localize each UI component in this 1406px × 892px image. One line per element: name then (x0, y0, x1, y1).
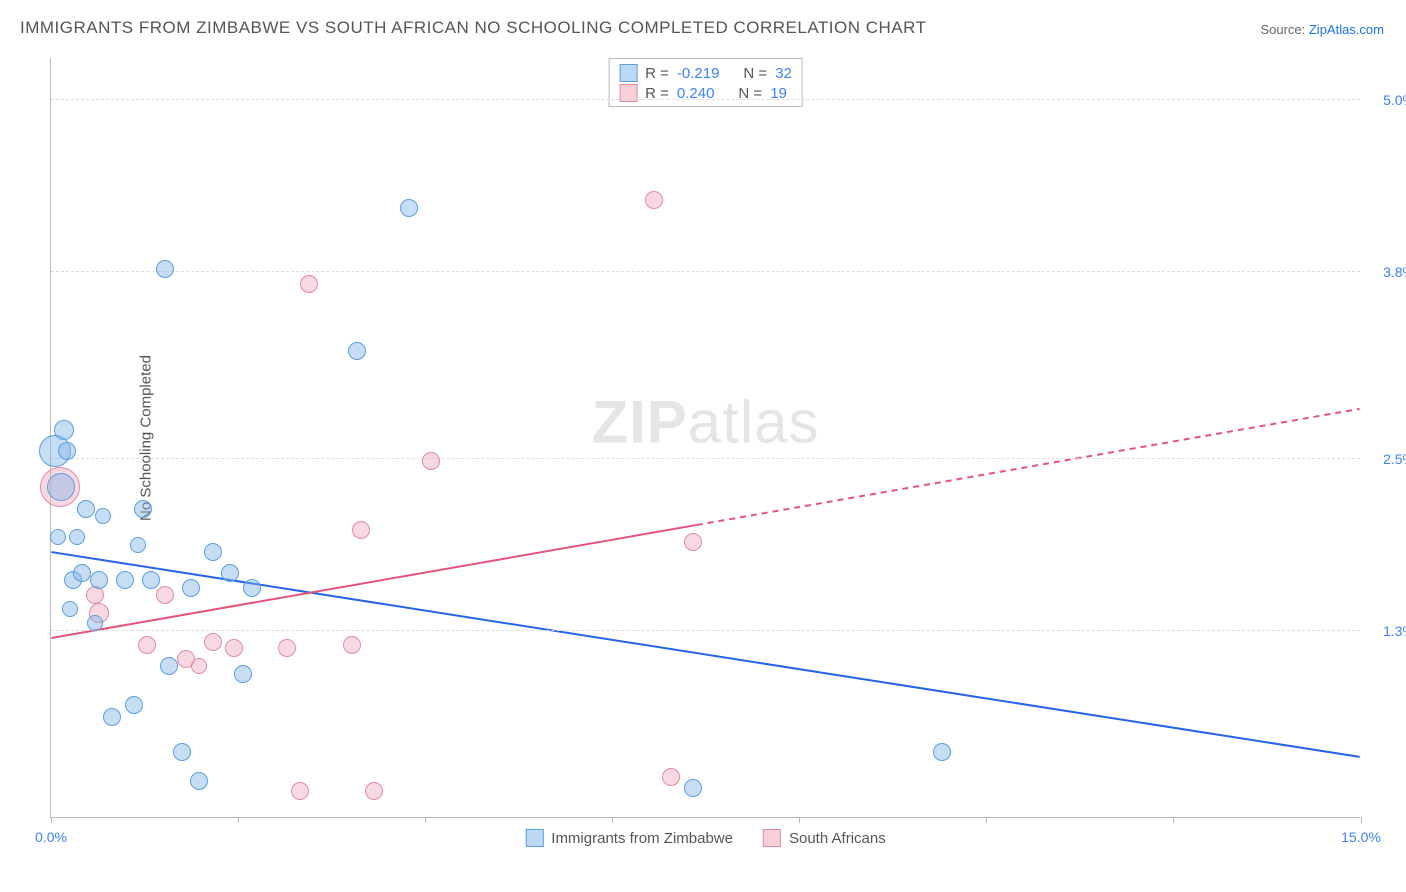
x-tick (986, 817, 987, 823)
data-point-pink (204, 633, 222, 651)
data-point-blue (400, 199, 418, 217)
x-tick (799, 817, 800, 823)
gridline (51, 458, 1360, 459)
x-tick (238, 817, 239, 823)
trend-lines (51, 58, 1360, 817)
gridline (51, 271, 1360, 272)
legend-item-pink: South Africans (763, 829, 886, 847)
data-point-blue (160, 657, 178, 675)
legend-label-pink: South Africans (789, 830, 886, 847)
source-value: ZipAtlas.com (1309, 22, 1384, 37)
legend-item-blue: Immigrants from Zimbabwe (525, 829, 733, 847)
data-point-pink (300, 275, 318, 293)
data-point-blue (182, 579, 200, 597)
data-point-blue (684, 779, 702, 797)
x-tick (425, 817, 426, 823)
data-point-pink (684, 533, 702, 551)
data-point-pink (138, 636, 156, 654)
series-legend: Immigrants from Zimbabwe South Africans (525, 829, 885, 847)
data-point-pink (291, 782, 309, 800)
source-attribution: Source: ZipAtlas.com (1260, 22, 1384, 37)
data-point-blue (54, 420, 74, 440)
data-point-blue (142, 571, 160, 589)
data-point-pink (352, 521, 370, 539)
x-tick-label: 15.0% (1341, 829, 1381, 845)
data-point-pink (365, 782, 383, 800)
data-point-blue (234, 665, 252, 683)
chart-title: IMMIGRANTS FROM ZIMBABWE VS SOUTH AFRICA… (20, 18, 927, 38)
x-tick (1361, 817, 1362, 823)
gridline (51, 99, 1360, 100)
y-tick-label: 3.8% (1383, 264, 1406, 280)
data-point-blue (134, 500, 152, 518)
y-tick-label: 1.3% (1383, 623, 1406, 639)
data-point-blue (103, 708, 121, 726)
swatch-pink (763, 829, 781, 847)
data-point-blue (190, 772, 208, 790)
data-point-blue (173, 743, 191, 761)
data-point-blue (204, 543, 222, 561)
legend-label-blue: Immigrants from Zimbabwe (551, 830, 733, 847)
data-point-blue (69, 529, 85, 545)
source-label: Source: (1260, 22, 1308, 37)
data-point-pink (191, 658, 207, 674)
swatch-blue (525, 829, 543, 847)
data-point-blue (50, 529, 66, 545)
data-point-blue (95, 508, 111, 524)
data-point-blue (87, 615, 103, 631)
x-tick-label: 0.0% (35, 829, 67, 845)
data-point-blue (130, 537, 146, 553)
data-point-pink (645, 191, 663, 209)
data-point-blue (933, 743, 951, 761)
y-tick-label: 5.0% (1383, 92, 1406, 108)
data-point-pink (156, 586, 174, 604)
data-point-blue (47, 473, 75, 501)
data-point-blue (156, 260, 174, 278)
data-point-blue (348, 342, 366, 360)
data-point-pink (422, 452, 440, 470)
data-point-blue (116, 571, 134, 589)
x-tick (51, 817, 52, 823)
x-tick (612, 817, 613, 823)
x-tick (1173, 817, 1174, 823)
data-point-blue (125, 696, 143, 714)
data-point-blue (58, 442, 76, 460)
data-point-pink (343, 636, 361, 654)
data-point-pink (225, 639, 243, 657)
data-point-blue (73, 564, 91, 582)
y-tick-label: 2.5% (1383, 451, 1406, 467)
data-point-pink (278, 639, 296, 657)
data-point-blue (243, 579, 261, 597)
gridline (51, 630, 1360, 631)
data-point-blue (221, 564, 239, 582)
data-point-blue (90, 571, 108, 589)
data-point-pink (662, 768, 680, 786)
trendline-pink-dashed (697, 409, 1360, 525)
data-point-blue (62, 601, 78, 617)
plot-area: No Schooling Completed ZIPatlas R = -0.2… (50, 58, 1360, 818)
data-point-blue (77, 500, 95, 518)
